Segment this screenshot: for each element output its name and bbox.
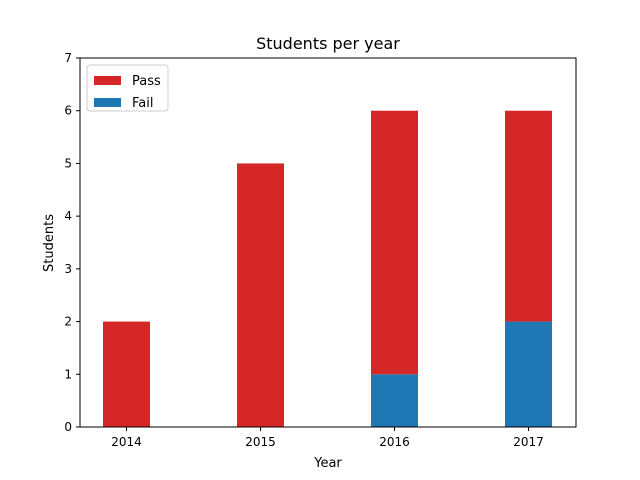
bar-fail-2016: [371, 374, 418, 427]
legend-label-pass: Pass: [132, 74, 161, 89]
y-tick-label-4: 4: [64, 209, 72, 223]
legend-swatch-pass: [94, 76, 121, 85]
y-tick-label-1: 1: [64, 367, 72, 381]
bars-layer: [103, 110, 552, 427]
bar-pass-2014: [103, 321, 150, 427]
y-tick-label-5: 5: [64, 156, 72, 170]
y-tick-label-0: 0: [64, 420, 72, 434]
legend-label-fail: Fail: [132, 96, 153, 111]
x-tick-label-2016: 2016: [379, 435, 410, 449]
x-axis-label: Year: [313, 456, 342, 471]
axes-layer: 0 1 2 3 4 5 6 7 2014 2015 2016 2017: [64, 51, 577, 449]
legend-swatch-fail: [94, 98, 121, 107]
chart-title: Students per year: [256, 34, 400, 53]
y-tick-label-3: 3: [64, 262, 72, 276]
x-tick-label-2015: 2015: [245, 435, 276, 449]
bar-pass-2015: [237, 163, 284, 427]
legend: Pass Fail: [86, 64, 169, 112]
plot-frame: [79, 57, 577, 428]
bar-fail-2017: [505, 321, 552, 427]
y-tick-label-6: 6: [64, 104, 72, 118]
bar-pass-2016: [371, 110, 418, 375]
x-tick-label-2014: 2014: [111, 435, 142, 449]
x-tick-label-2017: 2017: [513, 435, 544, 449]
bar-pass-2017: [505, 110, 552, 322]
y-tick-label-2: 2: [64, 315, 72, 329]
y-axis-label: Students: [42, 214, 57, 272]
y-tick-label-7: 7: [64, 51, 72, 65]
